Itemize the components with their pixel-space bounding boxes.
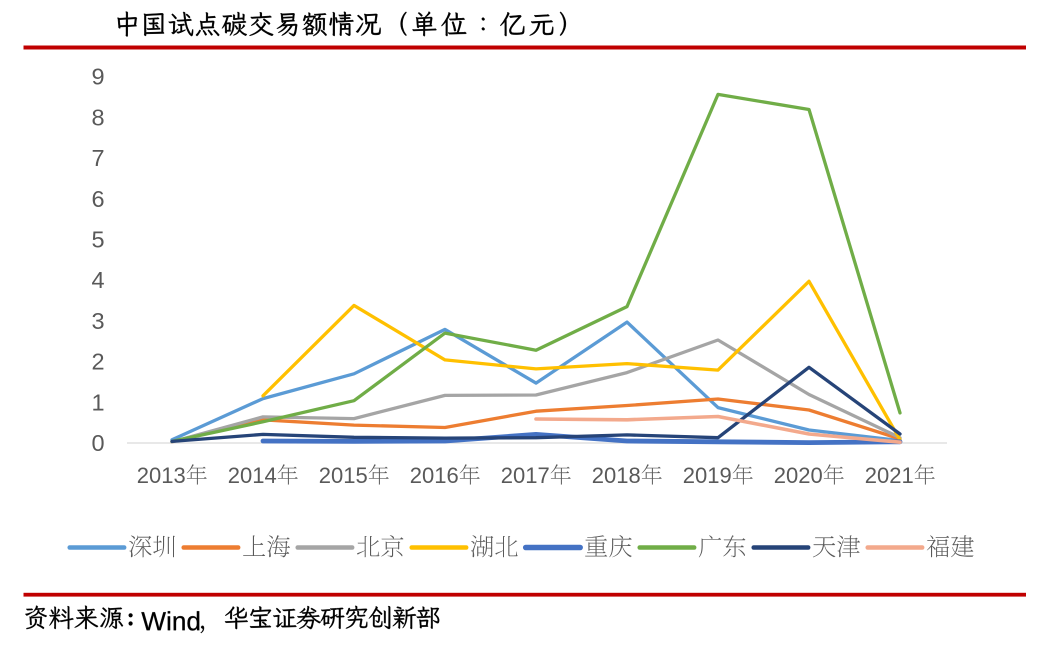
svg-text:1: 1	[91, 389, 104, 415]
svg-text:5: 5	[91, 227, 104, 253]
svg-text:7: 7	[91, 145, 104, 171]
svg-text:2020: 2020	[774, 463, 823, 488]
svg-text:2: 2	[91, 349, 104, 375]
svg-text:2017: 2017	[501, 463, 550, 488]
svg-text:9: 9	[91, 64, 104, 90]
svg-text:0: 0	[91, 430, 104, 456]
svg-text:2018: 2018	[592, 463, 641, 488]
svg-text:2013: 2013	[137, 463, 186, 488]
svg-text:6: 6	[91, 186, 104, 212]
svg-text:2014: 2014	[228, 463, 277, 488]
svg-text:2019: 2019	[683, 463, 732, 488]
svg-text:2016: 2016	[410, 463, 459, 488]
svg-text:2021: 2021	[865, 463, 914, 488]
svg-text:3: 3	[91, 308, 104, 334]
svg-text:8: 8	[91, 104, 104, 130]
svg-text:4: 4	[91, 267, 104, 293]
svg-text:2015: 2015	[319, 463, 368, 488]
